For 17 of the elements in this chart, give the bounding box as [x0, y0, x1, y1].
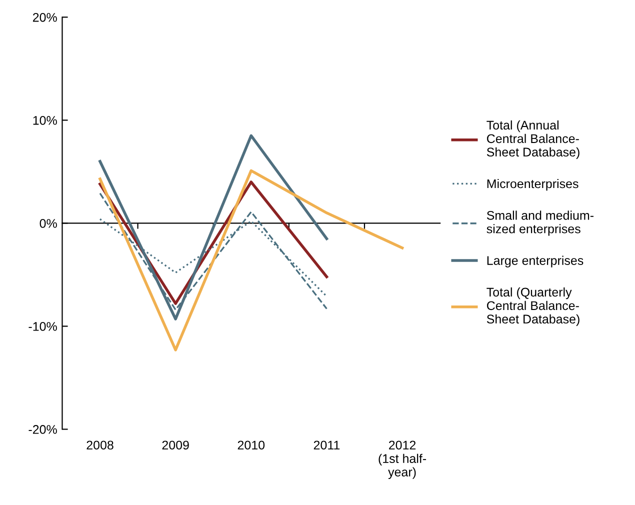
legend-label: Total (Annual Central Balance- Sheet Database) — [486, 120, 580, 159]
y-tick-label: -10% — [28, 322, 57, 331]
y-tick-label: 0% — [40, 219, 57, 228]
x-tick-label: 2011 — [314, 440, 340, 450]
x-tick-label: 2010 — [238, 440, 265, 450]
legend-label: Small and medium- sized enterprises — [486, 210, 594, 236]
x-tick-label: 2008 — [86, 440, 114, 450]
y-tick-label: -20% — [28, 425, 57, 434]
line-series — [98, 169, 404, 352]
x-tick-label: 2009 — [162, 440, 189, 450]
legend-label: Microenterprises — [487, 179, 578, 191]
line-series — [98, 134, 328, 320]
legend-label: Large enterprises — [487, 256, 584, 268]
y-tick-label: 20% — [32, 12, 57, 22]
legend-label: Total (Quarterly Central Balance- Sheet Database) — [486, 287, 580, 326]
x-tick-label: 2012 (1st half- year) — [378, 440, 426, 479]
y-tick-label: 10% — [33, 116, 57, 125]
